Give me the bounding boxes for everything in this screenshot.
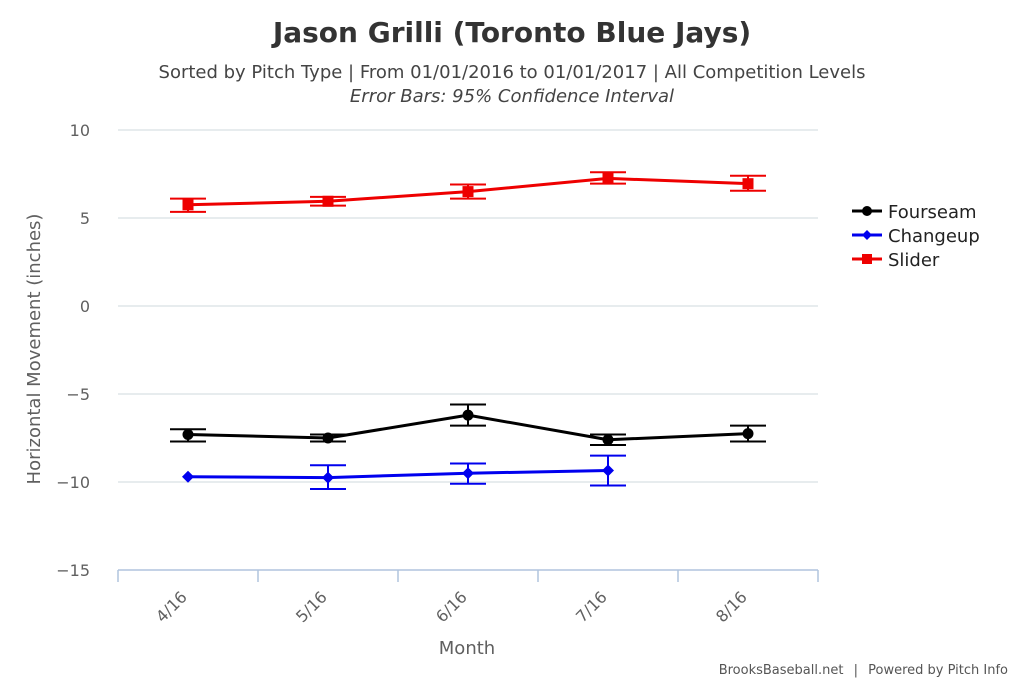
legend-label: Slider: [888, 250, 940, 271]
credit-separator: |: [854, 663, 858, 678]
data-point-changeup[interactable]: [182, 470, 194, 483]
legend-marker-circle: [862, 206, 872, 216]
y-tick-label: −5: [66, 385, 90, 404]
data-point-changeup[interactable]: [322, 471, 334, 484]
legend-item-slider[interactable]: Slider: [852, 250, 940, 271]
data-point-fourseam[interactable]: [182, 428, 194, 440]
legend-item-fourseam[interactable]: Fourseam: [852, 202, 977, 223]
y-tick-label: 10: [70, 121, 90, 140]
chart-subtitle: Sorted by Pitch Type | From 01/01/2016 t…: [159, 62, 866, 83]
x-tick-label: 5/16: [292, 587, 331, 626]
data-point-fourseam[interactable]: [602, 434, 614, 446]
legend-marker-square: [862, 254, 872, 264]
data-point-fourseam[interactable]: [462, 409, 474, 421]
y-axis-title: Horizontal Movement (inches): [24, 214, 45, 485]
credit-site[interactable]: BrooksBaseball.net: [719, 663, 844, 678]
x-tick-label: 6/16: [432, 587, 471, 626]
series-changeup: [182, 454, 626, 491]
x-tick-label: 8/16: [712, 587, 751, 626]
plot-area: [170, 171, 766, 491]
data-point-changeup[interactable]: [602, 464, 614, 477]
series-slider: [170, 171, 766, 213]
data-point-fourseam[interactable]: [322, 432, 334, 444]
series-line-changeup: [187, 469, 609, 480]
x-axis-title: Month: [439, 638, 495, 659]
data-point-changeup[interactable]: [462, 467, 474, 480]
x-tick-label: 7/16: [572, 587, 611, 626]
legend: Fourseam Changeup Slider: [852, 202, 980, 271]
y-tick-label: 0: [80, 297, 90, 316]
chart-subtitle-error-bars: Error Bars: 95% Confidence Interval: [350, 86, 674, 107]
data-point-slider[interactable]: [462, 186, 474, 198]
series-fourseam: [170, 403, 766, 447]
legend-marker-diamond: [862, 230, 872, 240]
credit-powered-by[interactable]: Powered by Pitch Info: [868, 663, 1008, 678]
legend-label: Changeup: [888, 226, 980, 247]
legend-label: Fourseam: [888, 202, 977, 223]
y-tick-label: −15: [56, 561, 90, 580]
y-tick-label: −10: [56, 473, 90, 492]
data-point-slider[interactable]: [182, 199, 194, 211]
y-tick-label: 5: [80, 209, 90, 228]
chart-title: Jason Grilli (Toronto Blue Jays): [271, 16, 751, 49]
data-point-fourseam[interactable]: [742, 428, 754, 440]
data-point-slider[interactable]: [602, 172, 614, 184]
axes: 10 5 0 −5 −10 −15 4/16 5/16 6/16 7/16 8/16: [56, 121, 819, 626]
credit-text[interactable]: BrooksBaseball.net | Powered by Pitch In…: [719, 663, 1008, 678]
data-point-slider[interactable]: [742, 178, 754, 190]
data-point-slider[interactable]: [322, 195, 334, 207]
legend-item-changeup[interactable]: Changeup: [852, 226, 980, 247]
x-tick-label: 4/16: [152, 587, 191, 626]
